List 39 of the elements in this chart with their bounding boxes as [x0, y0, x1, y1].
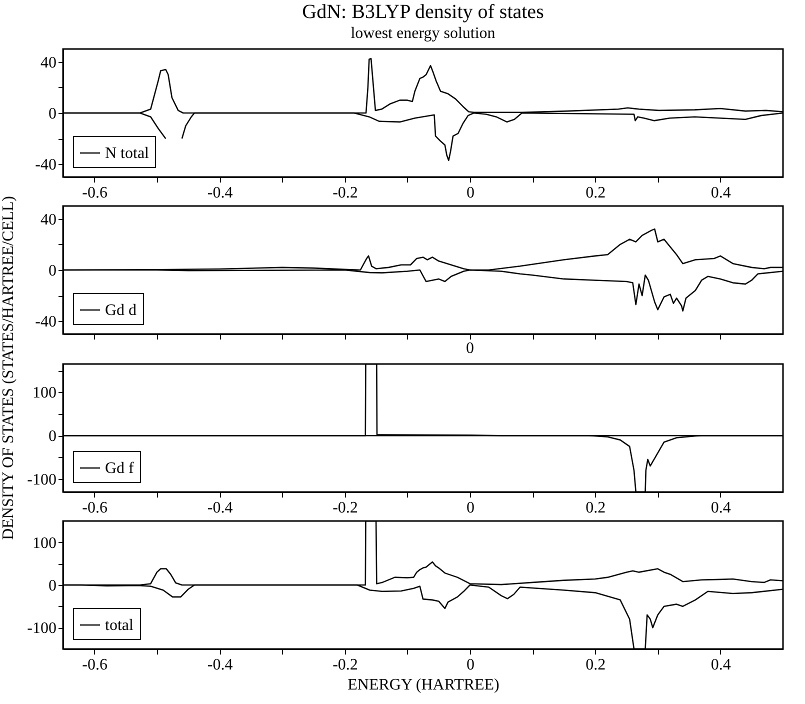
legend-label: N total [105, 145, 150, 162]
x-tick-label: 0 [466, 656, 474, 674]
y-tick-label: 0 [48, 106, 56, 122]
x-tick-label: -0.4 [207, 500, 233, 516]
x-tick-label: -0.4 [207, 656, 233, 674]
y-tick-label: 100 [32, 534, 56, 552]
y-tick-label: 0 [48, 578, 56, 594]
y-tick-label: 0 [48, 262, 56, 280]
chart-title: GdN: B3LYP density of states [302, 1, 544, 23]
y-tick-label: -40 [35, 314, 56, 331]
x-tick-label: 0 [466, 500, 474, 516]
x-tick-label: 0.2 [586, 500, 606, 516]
x-tick-label: 0.4 [710, 656, 731, 674]
x-tick-label: -0.2 [332, 184, 358, 202]
y-tick-label: -40 [35, 156, 56, 174]
y-tick-label: 100 [32, 384, 56, 402]
x-tick-label: 0.2 [586, 184, 606, 202]
x-tick-label: -0.2 [332, 500, 358, 516]
x-axis-title: ENERGY (HARTREE) [348, 676, 500, 694]
text: 0 [466, 340, 474, 357]
y-tick-label: 0 [48, 428, 56, 446]
x-tick-label: 0.2 [586, 656, 606, 674]
y-tick-label: 40 [40, 211, 56, 228]
x-tick-label: -0.4 [207, 184, 233, 202]
x-tick-label: 0.4 [710, 500, 731, 516]
y-tick-label: -100 [27, 471, 56, 488]
x-tick-label: -0.6 [82, 500, 108, 516]
legend-label: Gd f [105, 460, 135, 477]
legend-label: total [105, 617, 134, 634]
chart-subtitle: lowest energy solution [350, 25, 496, 42]
x-tick-label: 0.4 [710, 184, 731, 202]
y-axis-title: DENSITY OF STATES (STATES/HARTREE/CELL) [0, 196, 18, 540]
y-tick-label: -100 [27, 620, 56, 638]
y-tick-label: 40 [40, 54, 56, 72]
x-tick-label: -0.6 [82, 656, 108, 674]
x-tick-label: 0 [466, 184, 474, 202]
legend-label: Gd d [105, 302, 137, 319]
x-tick-label: -0.6 [82, 184, 108, 202]
x-tick-label: -0.2 [332, 656, 358, 674]
